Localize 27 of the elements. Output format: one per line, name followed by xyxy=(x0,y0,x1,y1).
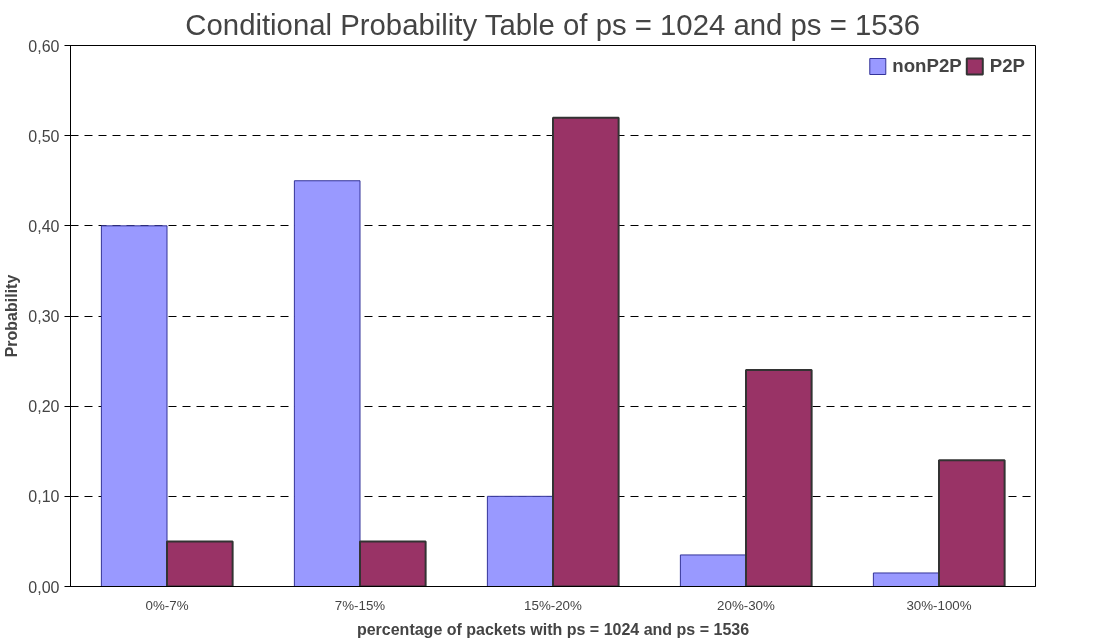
bar xyxy=(359,540,427,587)
bar xyxy=(938,459,1006,587)
x-tick-label: 20%-30% xyxy=(717,597,776,613)
x-tick-label: 0%-7% xyxy=(145,597,189,613)
y-tick-label: 0,60 xyxy=(28,37,60,55)
bar xyxy=(486,495,554,587)
x-tick-label: 7%-15% xyxy=(334,597,386,613)
bar xyxy=(679,554,747,587)
bar xyxy=(745,369,813,587)
y-tick-label: 0,20 xyxy=(28,398,60,416)
legend-label: nonP2P xyxy=(892,55,962,77)
y-tick-label: 0,10 xyxy=(28,488,60,506)
chart-title: Conditional Probability Table of ps = 1024 and ps = 1536 xyxy=(185,7,921,41)
y-axis-title: Probability xyxy=(3,274,21,358)
x-axis-title: percentage of packets with ps = 1024 and ps = 1536 xyxy=(356,620,750,638)
x-tick-label: 30%-100% xyxy=(906,597,972,613)
legend-label: P2P xyxy=(989,55,1025,77)
bar xyxy=(293,180,361,587)
x-tick-label: 15%-20% xyxy=(524,597,583,613)
bar xyxy=(872,572,940,587)
y-tick-label: 0,00 xyxy=(28,578,60,596)
bar xyxy=(100,225,168,587)
y-tick-label: 0,30 xyxy=(28,308,60,325)
bar xyxy=(552,116,620,587)
bar xyxy=(166,540,234,587)
y-tick-label: 0,40 xyxy=(28,217,60,235)
y-tick-label: 0,50 xyxy=(28,127,60,145)
